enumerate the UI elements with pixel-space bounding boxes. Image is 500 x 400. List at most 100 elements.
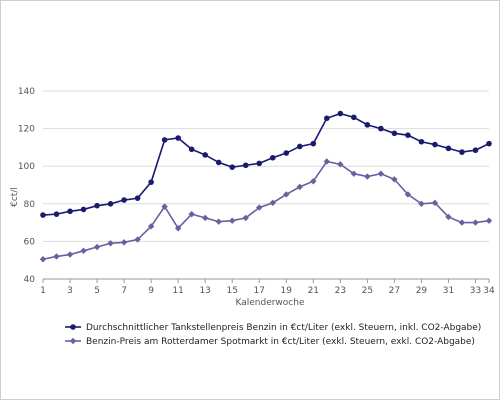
data-point [161,137,168,143]
data-point [107,201,114,207]
data-point [201,214,209,222]
data-point [242,214,249,222]
y-tick-label: 120 [18,125,35,135]
legend-label: Durchschnittlicher Tankstellenpreis Benz… [86,323,481,333]
data-point [202,152,208,158]
data-point [377,170,385,177]
data-point [93,243,101,251]
data-point [120,239,128,246]
data-point [323,158,331,165]
data-point [418,138,425,145]
y-axis-ticks: 40 60 80 100 120 140 [18,87,35,285]
data-point [310,178,317,185]
x-tick-label: 34 [483,286,495,296]
data-point [215,218,222,225]
x-tick-label: 5 [94,286,100,296]
legend-label: Benzin-Preis am Rotterdamer Spotmarkt in… [86,337,475,347]
x-tick-label: 29 [416,286,428,296]
x-tick-label: 31 [443,286,454,296]
x-tick-label: 25 [362,286,373,296]
y-tick-label: 60 [24,237,36,247]
data-point [405,132,411,138]
data-point [445,145,452,152]
data-point [418,200,425,207]
data-point [269,154,276,161]
data-point [350,170,358,177]
x-tick-label: 1 [40,286,46,296]
data-point [431,199,439,207]
legend: Durchschnittlicher Tankstellenpreis Benz… [65,323,481,347]
legend-item-1: Durchschnittlicher Tankstellenpreis Benz… [65,323,481,333]
data-point [229,164,236,170]
data-point [188,210,195,218]
data-point [351,114,357,121]
data-point [229,217,236,224]
data-point [147,223,155,230]
data-point [391,176,398,183]
data-point [324,115,330,122]
x-axis-label: Kalenderwoche [235,298,304,308]
data-point [485,217,493,224]
series-line [42,112,490,216]
data-point [458,219,466,226]
data-point [161,203,168,210]
y-axis-label: €ct/l [10,187,20,207]
data-point [215,159,222,166]
data-point [472,219,479,226]
series-group [39,110,493,263]
data-point [53,211,60,217]
legend-item-2: Benzin-Preis am Rotterdamer Spotmarkt in… [65,337,475,347]
data-point [66,251,74,258]
data-point [174,225,182,232]
grid-lines [43,90,489,280]
data-point [337,161,344,168]
x-tick-label: 21 [308,286,319,296]
data-point [391,130,398,137]
data-point [242,162,249,169]
data-point [296,143,303,150]
legend-marker [70,324,76,330]
x-tick-label: 33 [470,286,481,296]
data-point [67,208,73,215]
data-point [283,150,290,156]
x-tick-label: 11 [172,286,183,296]
data-point [283,191,290,198]
data-point [121,197,127,203]
data-point [134,195,141,201]
x-axis: 1 3 5 7 9 11 13 15 17 19 21 23 25 27 29 31 33 34 [40,278,495,296]
data-point [310,140,317,147]
data-point [148,179,154,185]
x-tick-label: 13 [199,286,210,296]
x-tick-label: 23 [335,286,346,296]
data-point [432,141,438,148]
x-tick-label: 9 [148,286,154,296]
x-tick-label: 7 [121,286,127,296]
data-point [40,212,46,218]
data-point [80,247,87,254]
data-point [39,256,47,263]
data-point [337,110,344,117]
x-tick-label: 15 [226,286,237,296]
legend-marker [69,337,77,345]
data-point [404,191,412,198]
data-point [296,183,303,191]
data-point [445,213,452,221]
data-point [53,253,60,260]
data-point [188,146,195,153]
y-tick-label: 140 [18,87,35,97]
x-tick-label: 3 [67,286,73,296]
data-point [134,236,141,243]
series-line [42,160,490,261]
data-point [80,206,87,213]
data-point [256,160,263,167]
data-point [472,147,479,154]
data-point [486,140,492,147]
data-point [459,149,465,155]
series-1 [40,110,492,218]
data-point [364,173,371,180]
data-point [175,135,181,141]
y-tick-label: 80 [24,200,36,210]
x-tick-label: 27 [389,286,400,296]
